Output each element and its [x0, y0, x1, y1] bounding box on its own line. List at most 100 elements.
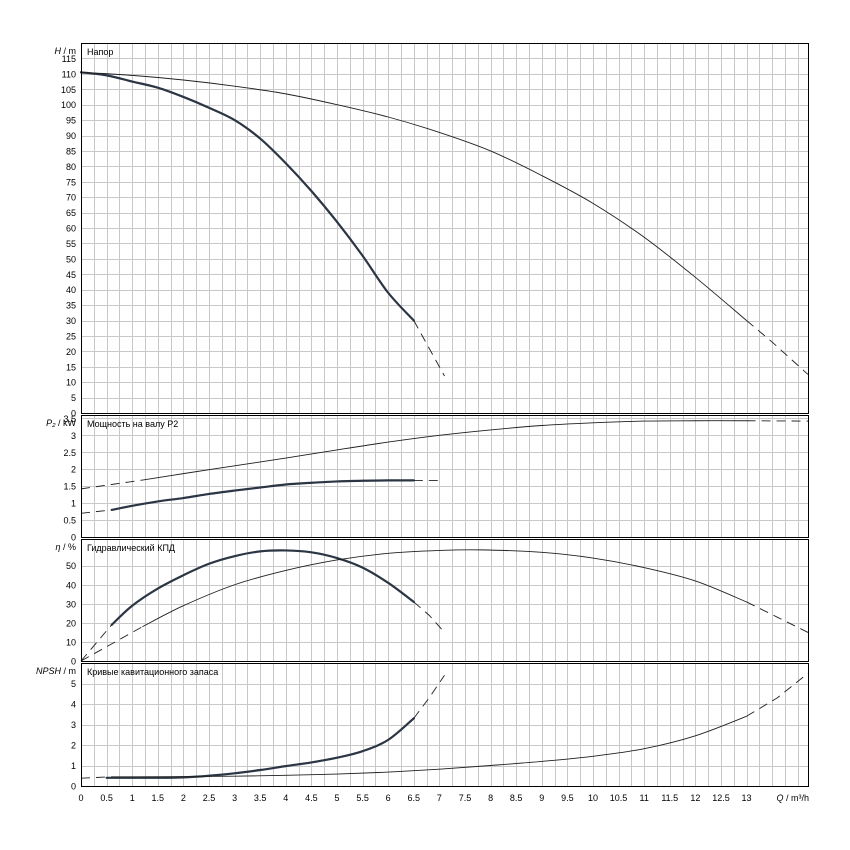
x-tick-label: 2 [181, 793, 186, 803]
x-tick-label: 0.5 [100, 793, 113, 803]
x-tick-label: 3 [232, 793, 237, 803]
y-tick-label: 1.5 [63, 482, 76, 492]
x-tick-label: 12.5 [712, 793, 730, 803]
curve-extension [413, 601, 445, 633]
grid [81, 43, 808, 787]
x-tick-label: 0 [78, 793, 83, 803]
curve-head_pump_a [79, 71, 415, 322]
curve-eff_pump_a [110, 549, 415, 626]
y-tick-label: 115 [62, 54, 76, 64]
curve-npsh_pump_a [105, 717, 415, 779]
panel-title: Кривые кавитационного запаса [87, 667, 218, 677]
y-tick-label: 2 [71, 465, 76, 475]
y-tick-label: 20 [66, 618, 76, 628]
y-tick-label: 0 [71, 533, 76, 543]
y-tick-label: 110 [62, 69, 76, 79]
y-tick-label: 55 [66, 239, 76, 249]
y-tick-label: 3.5 [63, 414, 76, 424]
y-tick-label: 40 [66, 580, 76, 590]
panel-frame [81, 43, 809, 414]
y-tick-label: 3 [71, 431, 76, 441]
y-tick-label: 5 [71, 679, 76, 689]
curve-extension [80, 509, 112, 514]
x-axis-symbol: Q [776, 793, 783, 803]
y-axis-symbol: NPSH [36, 666, 62, 676]
y-tick-label: 85 [66, 146, 76, 156]
y-axis-unit: / m [61, 46, 76, 56]
panel-title: Мощность на валу P2 [87, 419, 178, 429]
x-tick-label: 8.5 [510, 793, 523, 803]
y-tick-label: 60 [66, 224, 76, 234]
x-tick-label: 11.5 [661, 793, 678, 803]
y-tick-label: 80 [66, 162, 76, 172]
curve-extension [80, 479, 143, 490]
y-axis-unit: / % [60, 542, 76, 552]
y-axis-symbol: H [55, 46, 62, 56]
y-tick-label: 0 [71, 782, 76, 792]
y-tick-label: 30 [66, 599, 76, 609]
y-tick-label: 10 [66, 637, 76, 647]
y-tick-label: 1 [71, 499, 76, 509]
curve-extension [80, 776, 112, 779]
curve-extension [413, 320, 445, 377]
curve-extension [80, 624, 113, 662]
y-tick-label: 15 [66, 362, 76, 372]
y-tick-label: 0 [71, 657, 76, 667]
x-tick-label: 4.5 [305, 793, 318, 803]
y-tick-label: 30 [66, 316, 76, 326]
x-tick-label: 10.5 [610, 793, 628, 803]
y-tick-label: 100 [61, 100, 76, 110]
x-tick-label: 1.5 [152, 793, 165, 803]
x-axis-unit: / m³/h [783, 793, 809, 803]
y-tick-label: 4 [71, 700, 76, 710]
x-tick-label: 10 [588, 793, 598, 803]
y-axis-unit: / kW [56, 418, 77, 428]
curve-extension [80, 626, 143, 662]
y-tick-label: 1 [71, 761, 76, 771]
y-tick-label: 40 [66, 285, 76, 295]
y-tick-label: 5 [71, 393, 76, 403]
y-tick-label: 20 [66, 347, 76, 357]
panel-title: Гидравлический КПД [87, 543, 175, 553]
curve-extension [413, 675, 445, 719]
x-tick-label: 1 [130, 793, 135, 803]
x-tick-label: 9.5 [561, 793, 574, 803]
y-tick-label: 0.5 [63, 516, 76, 526]
x-tick-label: 4 [283, 793, 288, 803]
x-tick-label: 7 [437, 793, 442, 803]
panel-frame [81, 663, 809, 787]
curves [79, 71, 809, 779]
panel-title: Напор [87, 47, 113, 57]
y-tick-label: 0 [71, 409, 76, 419]
y-axis-label: η / % [55, 542, 76, 552]
panel-frame [81, 415, 809, 538]
x-tick-label: 7.5 [459, 793, 472, 803]
x-tick-label: 6 [386, 793, 391, 803]
x-tick-label: 6.5 [408, 793, 421, 803]
y-tick-label: 50 [66, 254, 76, 264]
y-axis-symbol: P₂ [46, 418, 56, 428]
x-tick-label: 5 [334, 793, 339, 803]
y-tick-label: 35 [66, 301, 76, 311]
labels: 0510152025303540455055606570758085909510… [36, 46, 809, 803]
y-tick-label: 75 [66, 177, 76, 187]
y-axis-label: P₂ / kW [46, 418, 76, 428]
y-axis-label: NPSH / m [36, 666, 76, 676]
curve-extension [746, 672, 809, 717]
curve-power_pump_a [110, 479, 415, 511]
y-axis-symbol: η [55, 542, 60, 552]
curve-head_pump_b [80, 71, 747, 321]
curve-extension [746, 320, 809, 375]
x-tick-label: 9 [539, 793, 544, 803]
curve-eff_pump_b [142, 549, 747, 628]
curve-extension [746, 601, 809, 633]
panel-frames [81, 43, 809, 787]
panel-frame [81, 539, 809, 662]
y-tick-label: 3 [71, 720, 76, 730]
y-tick-label: 70 [66, 193, 76, 203]
x-tick-label: 2.5 [203, 793, 216, 803]
y-tick-label: 105 [61, 85, 76, 95]
y-tick-label: 65 [66, 208, 76, 218]
y-tick-label: 2 [71, 741, 76, 751]
